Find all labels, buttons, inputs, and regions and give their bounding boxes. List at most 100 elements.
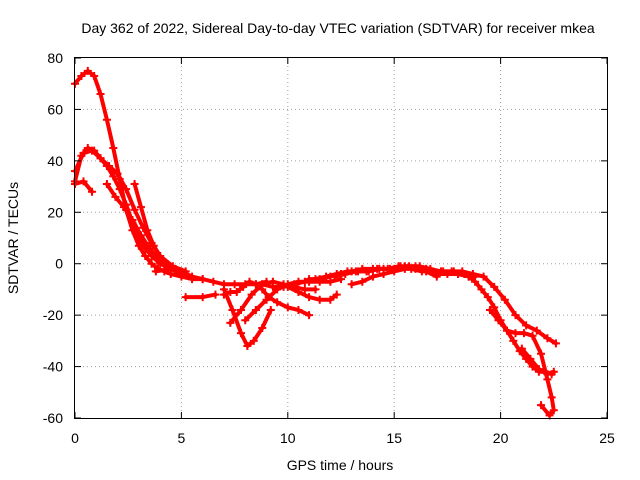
data-point xyxy=(300,277,309,286)
data-point xyxy=(509,336,518,345)
chart-title: Day 362 of 2022, Sidereal Day-to-day VTE… xyxy=(81,20,594,36)
data-point xyxy=(145,244,154,253)
data-point xyxy=(537,349,546,358)
data-point xyxy=(136,231,145,240)
data-point xyxy=(290,280,299,289)
data-point xyxy=(273,298,282,307)
data-point xyxy=(258,280,267,289)
y-tick-label: 80 xyxy=(47,50,63,66)
data-point xyxy=(305,293,314,302)
data-point xyxy=(458,267,467,276)
y-tick-label: 20 xyxy=(47,204,63,220)
data-point xyxy=(236,306,245,314)
data-point xyxy=(102,180,111,188)
series-arc-14 xyxy=(283,282,341,304)
data-point xyxy=(547,393,556,402)
data-point xyxy=(88,187,97,196)
data-point xyxy=(373,264,382,273)
data-point xyxy=(77,72,86,80)
data-point xyxy=(251,306,260,314)
y-tick-label: 60 xyxy=(47,101,63,117)
data-point xyxy=(149,241,158,250)
data-point xyxy=(283,282,292,291)
data-point xyxy=(79,177,88,186)
data-point xyxy=(494,316,503,325)
data-point xyxy=(477,285,486,294)
data-point xyxy=(105,162,114,170)
data-point xyxy=(249,336,258,345)
data-point xyxy=(294,306,303,314)
data-point xyxy=(543,334,552,343)
data-point xyxy=(219,285,228,294)
data-point xyxy=(485,306,494,314)
data-point xyxy=(83,66,92,75)
data-point xyxy=(156,252,165,260)
data-point xyxy=(411,264,420,273)
series-arc-16 xyxy=(330,262,560,348)
data-point xyxy=(130,180,139,188)
data-point xyxy=(490,282,499,291)
data-point xyxy=(96,154,105,163)
data-point xyxy=(432,272,441,281)
data-point xyxy=(162,259,171,268)
data-point xyxy=(113,169,122,178)
data-point xyxy=(479,272,488,281)
data-point xyxy=(243,342,252,350)
series-arc-17 xyxy=(347,264,441,289)
series-arc-8 xyxy=(181,290,220,302)
data-point xyxy=(511,329,520,338)
y-tick-label: 40 xyxy=(47,153,63,169)
series-arc-4 xyxy=(71,177,97,196)
data-point xyxy=(511,311,520,320)
data-point xyxy=(500,295,509,304)
data-point xyxy=(247,290,256,299)
data-point xyxy=(79,149,88,158)
data-point xyxy=(358,277,367,286)
data-point xyxy=(532,326,541,335)
data-point xyxy=(305,311,314,320)
data-point xyxy=(228,306,237,314)
x-tick-label: 5 xyxy=(178,430,186,446)
data-point xyxy=(437,267,446,276)
data-point xyxy=(177,267,186,276)
data-point xyxy=(551,339,560,348)
data-point xyxy=(232,288,241,296)
data-point xyxy=(300,285,309,294)
data-point xyxy=(341,270,350,278)
data-point xyxy=(143,226,152,235)
data-point xyxy=(88,146,97,155)
data-point xyxy=(268,282,277,291)
data-point xyxy=(347,280,356,289)
data-point xyxy=(181,293,190,302)
data-point xyxy=(90,72,99,80)
data-point xyxy=(102,115,111,124)
data-point xyxy=(549,406,558,415)
data-point xyxy=(294,288,303,296)
data-point xyxy=(239,282,248,291)
data-point xyxy=(130,205,139,214)
data-point xyxy=(517,344,526,353)
data-point xyxy=(330,272,339,281)
data-point xyxy=(400,264,409,273)
series-arc-1 xyxy=(71,66,207,284)
series-trace xyxy=(488,308,556,418)
x-tick-label: 25 xyxy=(599,430,615,446)
data-point xyxy=(390,267,399,276)
data-point xyxy=(111,192,120,201)
y-tick-label: -40 xyxy=(43,359,63,375)
data-point xyxy=(332,290,341,299)
data-point xyxy=(502,326,511,335)
data-point xyxy=(311,285,320,294)
data-point xyxy=(351,267,360,276)
data-point xyxy=(422,267,431,276)
data-point xyxy=(468,270,477,278)
data-point xyxy=(283,303,292,312)
data-point xyxy=(520,329,529,338)
series-arc-20 xyxy=(517,344,558,379)
x-axis-label: GPS time / hours xyxy=(287,457,394,473)
data-point xyxy=(119,203,128,212)
data-point xyxy=(236,329,245,338)
data-point xyxy=(362,267,371,276)
y-axis-label: SDTVAR / TECUs xyxy=(5,182,21,294)
data-point xyxy=(315,295,324,304)
